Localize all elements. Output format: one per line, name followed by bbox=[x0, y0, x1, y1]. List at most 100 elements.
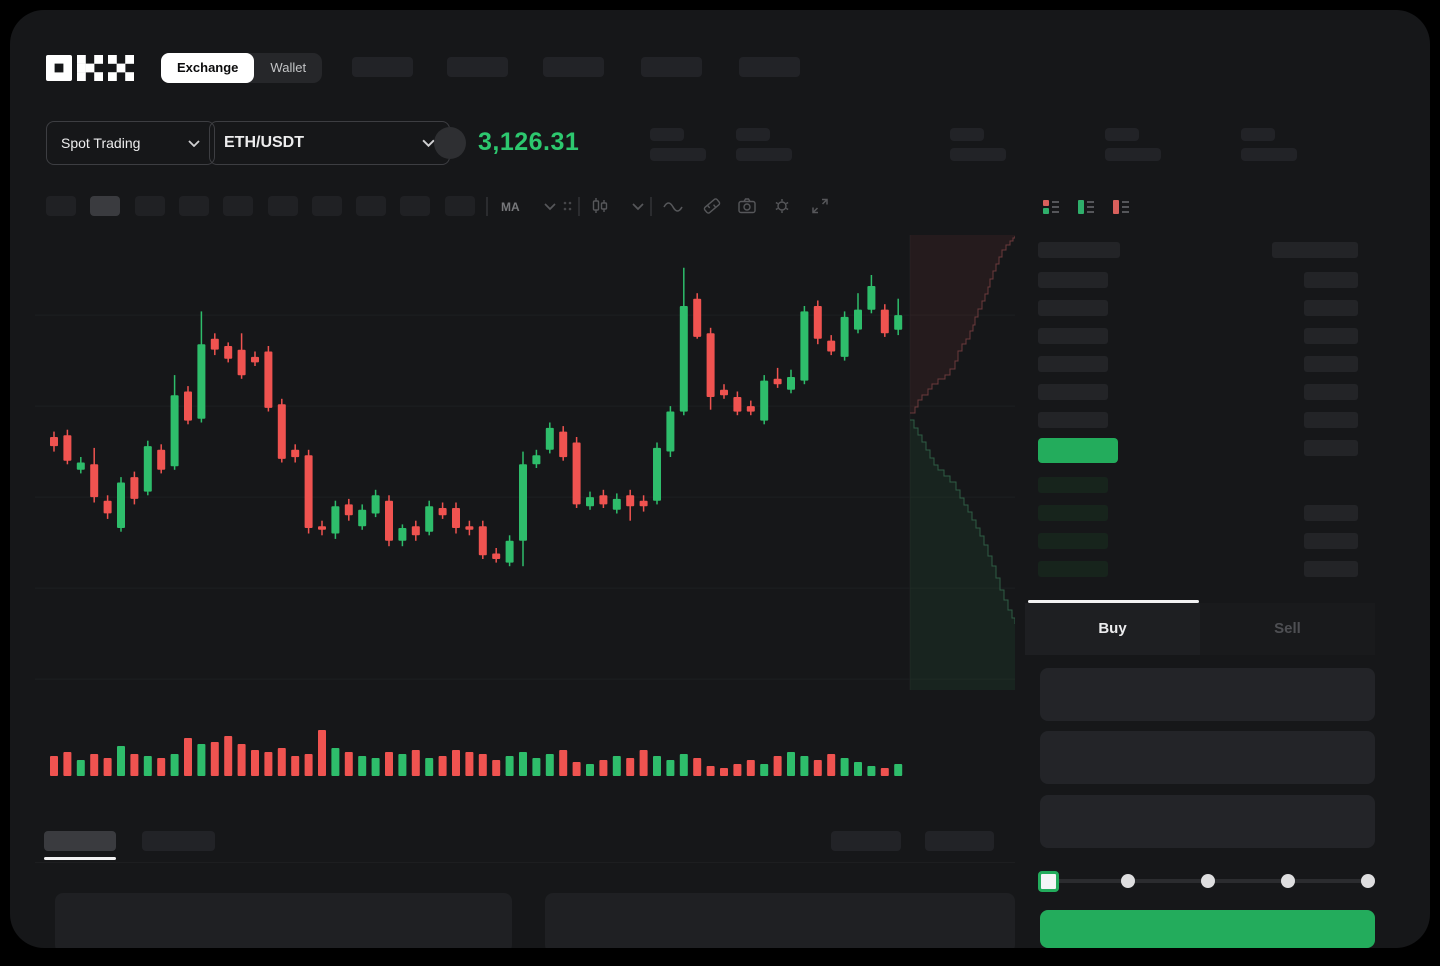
pair-select[interactable]: ETH/USDT bbox=[209, 121, 450, 165]
volume-bar bbox=[251, 750, 259, 776]
timeframe-button[interactable] bbox=[223, 196, 254, 216]
chevron-down-icon bbox=[422, 139, 435, 147]
ask-row-price-placeholder[interactable] bbox=[1038, 384, 1108, 400]
volume-bar bbox=[184, 738, 192, 776]
ask-row-price-placeholder[interactable] bbox=[1038, 412, 1108, 428]
bottom-tab-placeholder[interactable] bbox=[142, 831, 215, 851]
volume-bar bbox=[371, 758, 380, 776]
chevron-down-icon[interactable] bbox=[628, 197, 648, 215]
market-type-select[interactable]: Spot Trading bbox=[46, 121, 215, 165]
drag-handle-icon[interactable] bbox=[562, 197, 572, 215]
volume-bar bbox=[894, 764, 903, 776]
slider-stop[interactable] bbox=[1121, 874, 1135, 888]
candle-body bbox=[264, 351, 273, 408]
ruler-icon[interactable] bbox=[702, 197, 722, 215]
ask-row-price-placeholder[interactable] bbox=[1038, 300, 1108, 316]
bid-row-price-placeholder[interactable] bbox=[1038, 561, 1108, 577]
bid-row-amount-placeholder[interactable] bbox=[1304, 533, 1358, 549]
nav-item-placeholder[interactable] bbox=[739, 57, 800, 77]
ask-row-amount-placeholder[interactable] bbox=[1304, 328, 1358, 344]
volume-bar bbox=[130, 754, 139, 776]
timeframe-button[interactable] bbox=[311, 196, 342, 216]
candle-body bbox=[411, 526, 420, 536]
bid-row-price-placeholder[interactable] bbox=[1038, 477, 1108, 493]
volume-bar bbox=[304, 754, 313, 776]
bid-row-price-placeholder[interactable] bbox=[1038, 533, 1108, 549]
slider-handle[interactable] bbox=[1037, 871, 1059, 892]
ask-row-price-placeholder[interactable] bbox=[1038, 356, 1108, 372]
timeframe-button[interactable] bbox=[134, 196, 165, 216]
slider-stop[interactable] bbox=[1361, 874, 1375, 888]
camera-icon[interactable] bbox=[737, 197, 757, 215]
candlestick-chart[interactable] bbox=[35, 235, 1015, 690]
volume-bar bbox=[827, 754, 836, 776]
book-buys-icon[interactable] bbox=[1075, 196, 1097, 218]
ask-row-price-placeholder[interactable] bbox=[1038, 328, 1108, 344]
book-both-sides-icon[interactable] bbox=[1040, 196, 1062, 218]
chevron-down-icon[interactable] bbox=[540, 197, 560, 215]
book-header-right-placeholder bbox=[1272, 242, 1358, 258]
timeframe-button[interactable] bbox=[46, 196, 76, 216]
ask-row-amount-placeholder[interactable] bbox=[1304, 440, 1358, 456]
candle-body bbox=[398, 528, 407, 541]
slider-stop[interactable] bbox=[1281, 874, 1295, 888]
candle-body bbox=[746, 406, 755, 412]
timeframe-button[interactable] bbox=[267, 196, 298, 216]
ask-row-amount-placeholder[interactable] bbox=[1304, 412, 1358, 428]
bid-row-price-placeholder[interactable] bbox=[1038, 505, 1108, 521]
last-price-highlight[interactable] bbox=[1038, 438, 1118, 463]
candle-body bbox=[63, 435, 72, 461]
chevron-down-icon bbox=[188, 139, 200, 147]
ask-row-amount-placeholder[interactable] bbox=[1304, 272, 1358, 288]
baseline-wave-icon[interactable] bbox=[662, 197, 688, 215]
volume-bar bbox=[452, 750, 460, 776]
toggle-exchange[interactable]: Exchange bbox=[161, 53, 255, 83]
candle-body bbox=[679, 306, 688, 412]
nav-item-placeholder[interactable] bbox=[543, 57, 604, 77]
volume-bar bbox=[733, 764, 742, 776]
order-input-placeholder[interactable] bbox=[1040, 795, 1375, 848]
slider-stop[interactable] bbox=[1201, 874, 1215, 888]
timeframe-button[interactable] bbox=[356, 196, 387, 216]
timeframe-button[interactable] bbox=[400, 196, 431, 216]
depth-asks-area bbox=[910, 235, 1015, 413]
stat-value-placeholder bbox=[1241, 148, 1297, 161]
bottom-action-placeholder[interactable] bbox=[831, 831, 901, 851]
ask-row-price-placeholder[interactable] bbox=[1038, 272, 1108, 288]
order-input-placeholder[interactable] bbox=[1040, 731, 1375, 784]
ask-row-amount-placeholder[interactable] bbox=[1304, 300, 1358, 316]
gear-icon[interactable] bbox=[772, 197, 792, 215]
submit-order-button[interactable] bbox=[1040, 910, 1375, 948]
candle-body bbox=[224, 346, 233, 359]
timeframe-button[interactable] bbox=[444, 196, 475, 216]
ask-row-amount-placeholder[interactable] bbox=[1304, 384, 1358, 400]
ask-row-amount-placeholder[interactable] bbox=[1304, 356, 1358, 372]
volume-chart bbox=[50, 730, 903, 776]
nav-item-placeholder[interactable] bbox=[352, 57, 413, 77]
volume-bar bbox=[425, 758, 434, 776]
bottom-tab-active-placeholder[interactable] bbox=[44, 831, 116, 851]
tab-buy[interactable]: Buy bbox=[1025, 603, 1200, 655]
nav-item-placeholder[interactable] bbox=[447, 57, 508, 77]
candle-body bbox=[50, 437, 58, 447]
last-price: 3,126.31 bbox=[478, 128, 580, 156]
candle-body bbox=[304, 455, 313, 528]
nav-item-placeholder[interactable] bbox=[641, 57, 702, 77]
timeframe-button[interactable] bbox=[90, 196, 121, 216]
expand-icon[interactable] bbox=[810, 197, 830, 215]
volume-bar bbox=[559, 750, 568, 776]
bottom-action-placeholder[interactable] bbox=[925, 831, 994, 851]
candle-body bbox=[586, 497, 594, 507]
book-sells-icon[interactable] bbox=[1110, 196, 1132, 218]
timeframe-button[interactable] bbox=[178, 196, 209, 216]
toggle-wallet[interactable]: Wallet bbox=[270, 60, 307, 75]
order-input-placeholder[interactable] bbox=[1040, 668, 1375, 721]
bid-row-amount-placeholder[interactable] bbox=[1304, 561, 1358, 577]
volume-bar bbox=[170, 754, 179, 776]
candle-body bbox=[599, 495, 608, 505]
candle-body bbox=[117, 482, 125, 528]
candlestick-style-icon[interactable] bbox=[590, 197, 610, 215]
volume-bar bbox=[813, 760, 822, 776]
tab-sell[interactable]: Sell bbox=[1200, 603, 1375, 655]
bid-row-amount-placeholder[interactable] bbox=[1304, 505, 1358, 521]
